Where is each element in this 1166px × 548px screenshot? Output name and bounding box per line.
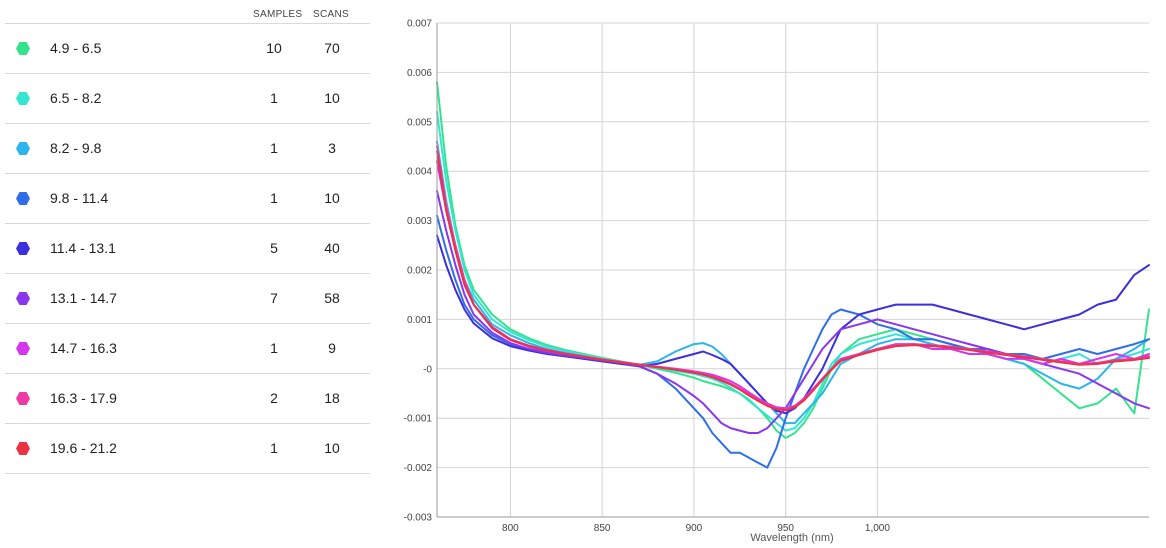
samples-count: 7: [270, 290, 278, 306]
y-tick-label: -0.001: [404, 414, 433, 425]
samples-count: 1: [270, 90, 278, 106]
range-label: 14.7 - 16.3: [50, 340, 117, 356]
hexagon-swatch-icon: [16, 142, 30, 155]
samples-count: 1: [270, 140, 278, 156]
legend-header: SAMPLES SCANS: [0, 9, 372, 23]
x-tick-label: 900: [686, 523, 703, 534]
samples-column-header: SAMPLES: [253, 9, 303, 20]
x-tick-label: 950: [777, 523, 794, 534]
y-tick-label: 0.002: [407, 266, 432, 277]
hexagon-swatch-icon: [16, 292, 30, 305]
range-label: 6.5 - 8.2: [50, 90, 102, 106]
scans-count: 10: [324, 440, 340, 456]
hexagon-swatch-icon: [16, 42, 30, 55]
spectra-chart: -0.003 -0.002 -0.001 -0 0.001 0.002 0.003 0.004…: [390, 0, 1166, 548]
y-tick-label: 0.003: [407, 216, 432, 227]
x-tick-label: 1,000: [865, 523, 890, 534]
x-axis-title: Wavelength (nm): [750, 532, 833, 544]
x-tick-label: 800: [502, 523, 519, 534]
hexagon-swatch-icon: [16, 192, 30, 205]
legend-row[interactable]: 19.6 - 21.2 1 10: [5, 423, 370, 474]
range-label: 11.4 - 13.1: [50, 240, 116, 256]
scans-count: 10: [324, 90, 340, 106]
x-tick-labels: 800 850 900 950 1,000: [502, 523, 890, 534]
legend-rows: 4.9 - 6.5 10 70 6.5 - 8.2 1 10 8.2 - 9.8 1 3 9.8 …: [5, 23, 370, 474]
samples-count: 1: [270, 190, 278, 206]
y-tick-label: 0.004: [407, 167, 432, 178]
y-tick-labels: -0.003 -0.002 -0.001 -0 0.001 0.002 0.003 0.004…: [404, 19, 433, 524]
legend-row[interactable]: 9.8 - 11.4 1 10: [5, 173, 370, 223]
range-label: 19.6 - 21.2: [50, 440, 117, 456]
scans-column-header: SCANS: [313, 9, 349, 20]
scans-count: 40: [324, 240, 340, 256]
hexagon-swatch-icon: [16, 242, 30, 255]
x-tick-label: 850: [594, 523, 611, 534]
scans-count: 70: [324, 40, 340, 56]
legend-row[interactable]: 6.5 - 8.2 1 10: [5, 73, 370, 123]
scans-count: 58: [324, 290, 340, 306]
range-label: 16.3 - 17.9: [50, 390, 117, 406]
samples-count: 5: [270, 240, 278, 256]
grid-lines: [437, 22, 1149, 518]
series-lines: [436, 81, 1150, 469]
legend-row[interactable]: 13.1 - 14.7 7 58: [5, 273, 370, 323]
range-label: 4.9 - 6.5: [50, 40, 102, 56]
range-label: 13.1 - 14.7: [50, 290, 117, 306]
series-line: [436, 150, 1150, 412]
y-tick-label: 0.007: [407, 19, 432, 30]
samples-count: 1: [270, 340, 278, 356]
y-tick-label: 0.006: [407, 68, 432, 79]
y-tick-label: 0.005: [407, 117, 432, 128]
samples-count: 2: [270, 390, 278, 406]
samples-count: 10: [266, 40, 282, 56]
y-tick-label: -0: [423, 364, 432, 375]
hexagon-swatch-icon: [16, 342, 30, 355]
scans-count: 9: [328, 340, 336, 356]
legend-row[interactable]: 8.2 - 9.8 1 3: [5, 123, 370, 173]
chart-svg: -0.003 -0.002 -0.001 -0 0.001 0.002 0.003 0.004…: [404, 19, 1150, 544]
legend-row[interactable]: 4.9 - 6.5 10 70: [5, 23, 370, 73]
legend-row[interactable]: 16.3 - 17.9 2 18: [5, 373, 370, 423]
scans-count: 18: [324, 390, 340, 406]
samples-count: 1: [270, 440, 278, 456]
y-tick-label: -0.003: [404, 513, 433, 524]
hexagon-swatch-icon: [16, 92, 30, 105]
hexagon-swatch-icon: [16, 392, 30, 405]
scans-count: 10: [324, 190, 340, 206]
y-tick-label: 0.001: [407, 315, 432, 326]
y-tick-label: -0.002: [404, 463, 433, 474]
scans-count: 3: [328, 140, 336, 156]
legend-row[interactable]: 14.7 - 16.3 1 9: [5, 323, 370, 373]
range-label: 8.2 - 9.8: [50, 140, 102, 156]
legend-row[interactable]: 11.4 - 13.1 5 40: [5, 223, 370, 273]
hexagon-swatch-icon: [16, 442, 30, 455]
axes: [436, 23, 1149, 518]
range-label: 9.8 - 11.4: [50, 190, 109, 206]
